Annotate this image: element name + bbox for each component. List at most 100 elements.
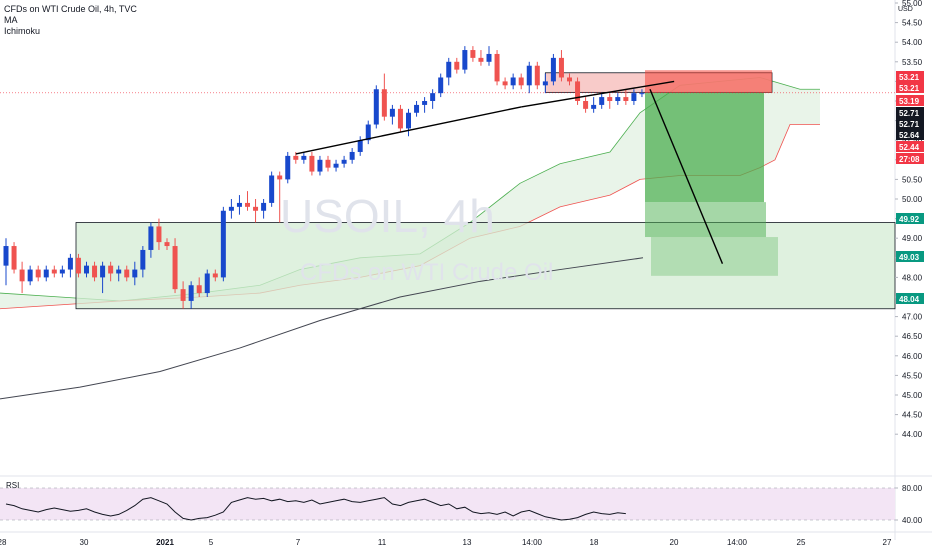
candle-body[interactable]: [550, 57, 556, 82]
candle-body[interactable]: [180, 289, 186, 301]
candle-body[interactable]: [220, 210, 226, 278]
trendline-2[interactable]: [521, 80, 675, 108]
candle-body[interactable]: [140, 249, 146, 270]
candle-body[interactable]: [526, 65, 532, 86]
candle-body[interactable]: [67, 257, 73, 270]
candle-body[interactable]: [100, 265, 106, 278]
price-tag-bg: [896, 251, 924, 262]
candle-body[interactable]: [261, 202, 267, 211]
rsi-label: RSI: [6, 481, 19, 490]
candle-body[interactable]: [534, 65, 540, 86]
candle-body[interactable]: [236, 202, 242, 207]
candle-body[interactable]: [365, 124, 371, 141]
candle-body[interactable]: [188, 285, 194, 301]
candle-body[interactable]: [204, 273, 210, 294]
candle-body[interactable]: [124, 269, 130, 278]
candle-body[interactable]: [478, 57, 484, 62]
symbol-title[interactable]: CFDs on WTI Crude Oil, 4h, TVC: [4, 4, 137, 14]
candle-body[interactable]: [430, 93, 436, 101]
price-tick-label: 55.00: [902, 0, 923, 8]
candle-body[interactable]: [567, 77, 572, 82]
candle-body[interactable]: [349, 151, 355, 160]
candle-body[interactable]: [196, 285, 202, 294]
candle-body[interactable]: [583, 101, 589, 109]
candle-body[interactable]: [108, 265, 114, 274]
candle-body[interactable]: [11, 246, 17, 270]
price-tag-label: 53.19: [899, 97, 920, 106]
candle-body[interactable]: [357, 140, 363, 152]
candle-body[interactable]: [599, 97, 605, 105]
candle-body[interactable]: [277, 175, 283, 180]
candle-body[interactable]: [341, 159, 347, 164]
candle-body[interactable]: [438, 77, 444, 94]
candle-body[interactable]: [309, 155, 315, 172]
target-area-2[interactable]: [645, 202, 766, 238]
candle-body[interactable]: [558, 57, 564, 78]
candle-body[interactable]: [132, 269, 138, 278]
candle-body[interactable]: [389, 108, 395, 117]
candle-body[interactable]: [542, 81, 548, 86]
candle-body[interactable]: [422, 101, 428, 105]
price-tag-label: 52.71: [899, 120, 920, 129]
candle-body[interactable]: [518, 77, 524, 86]
candle-body[interactable]: [470, 50, 476, 58]
candle-body[interactable]: [84, 265, 89, 274]
watermark-ticker: USOIL, 4h: [280, 190, 495, 242]
price-tag-bg: [896, 153, 924, 164]
candle-body[interactable]: [317, 159, 323, 172]
candle-body[interactable]: [245, 202, 250, 207]
candle-body[interactable]: [92, 265, 98, 278]
candle-body[interactable]: [333, 163, 339, 168]
price-tag-label: 52.44: [899, 143, 920, 152]
candle-body[interactable]: [253, 206, 259, 211]
candle-body[interactable]: [406, 112, 411, 129]
candle-body[interactable]: [301, 155, 307, 160]
candle-body[interactable]: [494, 53, 500, 82]
candle-body[interactable]: [269, 175, 275, 203]
candle-body[interactable]: [414, 104, 420, 113]
candle-body[interactable]: [510, 77, 516, 86]
candle-body[interactable]: [35, 269, 41, 278]
candle-body[interactable]: [164, 242, 170, 247]
candle-body[interactable]: [228, 206, 234, 211]
rsi-line[interactable]: [5, 497, 626, 521]
stop-area[interactable]: [645, 70, 772, 93]
candle-body[interactable]: [462, 50, 468, 70]
candle-body[interactable]: [325, 159, 331, 168]
candle-body[interactable]: [454, 61, 460, 70]
candle-body[interactable]: [397, 108, 403, 129]
ma-legend[interactable]: MA: [4, 15, 18, 25]
candle-body[interactable]: [486, 53, 492, 62]
candle-body[interactable]: [293, 155, 299, 160]
candle-body[interactable]: [59, 269, 65, 274]
candle-body[interactable]: [615, 97, 621, 101]
moving-average-line[interactable]: [0, 257, 644, 400]
candle-body[interactable]: [373, 89, 379, 125]
candle-body[interactable]: [381, 89, 387, 117]
candle-body[interactable]: [591, 104, 597, 109]
ichimoku-legend[interactable]: Ichimoku: [4, 26, 41, 36]
candle-body[interactable]: [116, 269, 122, 274]
candle-body[interactable]: [285, 155, 291, 180]
candle-body[interactable]: [156, 226, 162, 243]
candle-body[interactable]: [43, 269, 49, 278]
candle-body[interactable]: [575, 81, 581, 101]
trendline-1[interactable]: [295, 106, 522, 155]
candle-body[interactable]: [623, 97, 629, 101]
candle-body[interactable]: [148, 226, 154, 250]
candle-body[interactable]: [446, 61, 452, 78]
target-area-1[interactable]: [645, 92, 764, 203]
candle-body[interactable]: [3, 246, 9, 266]
candle-body[interactable]: [639, 93, 645, 95]
trendline-3[interactable]: [649, 88, 724, 264]
candle-body[interactable]: [75, 257, 81, 274]
candle-body[interactable]: [502, 81, 508, 86]
candle-body[interactable]: [172, 246, 178, 290]
candle-body[interactable]: [631, 93, 637, 101]
candle-body[interactable]: [19, 269, 25, 282]
candle-body[interactable]: [212, 273, 218, 278]
candle-body[interactable]: [27, 269, 33, 282]
candle-body[interactable]: [607, 97, 613, 101]
candle-body[interactable]: [51, 269, 57, 274]
